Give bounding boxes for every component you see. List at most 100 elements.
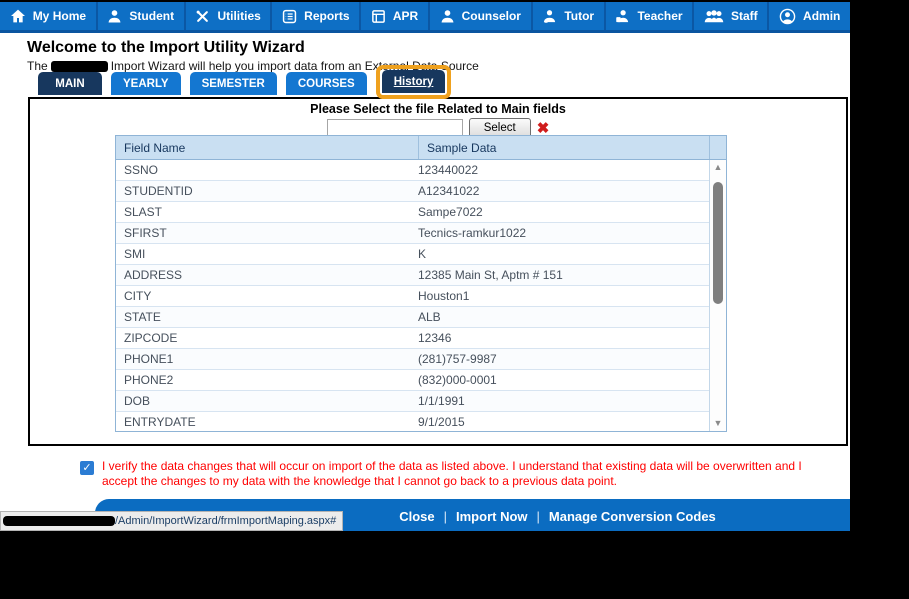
student-icon — [107, 9, 122, 24]
nav-label: Counselor — [461, 9, 521, 23]
field-name-cell: DOB — [124, 394, 151, 408]
field-name-cell: CITY — [124, 289, 152, 303]
table-row: STUDENTID A12341022 — [116, 181, 726, 202]
subtitle-prefix: The — [27, 59, 48, 73]
nav-item-teacher[interactable]: Teacher — [606, 2, 695, 30]
field-name-cell: SLAST — [124, 205, 163, 219]
field-name-cell: ADDRESS — [124, 268, 183, 282]
field-mapping-table: Field Name Sample Data SSNO 123440022 STU… — [115, 135, 727, 432]
scroll-up-icon[interactable]: ▲ — [713, 162, 723, 172]
home-icon — [10, 8, 26, 24]
status-url-text: /Admin/ImportWizard/frmImportMaping.aspx… — [115, 515, 337, 527]
scroll-down-icon[interactable]: ▼ — [713, 418, 723, 428]
scroll-thumb[interactable] — [713, 182, 723, 304]
sample-data-cell: 12346 — [418, 331, 452, 345]
page-title: Welcome to the Import Utility Wizard — [27, 39, 305, 56]
wizard-panel: Please Select the file Related to Main f… — [28, 97, 848, 446]
sample-data-cell: Tecnics-ramkur1022 — [418, 226, 527, 240]
top-navbar: My Home Student Utilities Reports APR — [0, 2, 850, 33]
tab-semester[interactable]: SEMESTER — [189, 72, 277, 95]
tab-courses[interactable]: COURSES — [285, 72, 367, 95]
field-name-cell: SMI — [124, 247, 146, 261]
sample-data-cell: Houston1 — [418, 289, 470, 303]
table-row: SFIRST Tecnics-ramkur1022 — [116, 223, 726, 244]
tab-history[interactable]: History — [381, 70, 446, 93]
column-header-sample-data: Sample Data — [418, 136, 709, 159]
sample-data-cell: 123440022 — [418, 163, 479, 177]
field-name-cell: STUDENTID — [124, 184, 193, 198]
nav-item-admin[interactable]: Admin — [769, 2, 850, 30]
sample-data-cell: A12341022 — [418, 184, 480, 198]
sample-data-cell: 1/1/1991 — [418, 394, 465, 408]
column-header-scroll-spacer — [709, 136, 726, 159]
nav-item-apr[interactable]: APR — [361, 2, 430, 30]
nav-label: Student — [129, 9, 175, 23]
nav-item-staff[interactable]: Staff — [694, 2, 770, 30]
table-scrollbar[interactable]: ▲ ▼ — [709, 160, 726, 431]
sample-data-cell: (832)000-0001 — [418, 373, 497, 387]
nav-label: My Home — [32, 9, 87, 23]
nav-item-student[interactable]: Student — [98, 2, 186, 30]
nav-label: Tutor — [564, 9, 595, 23]
nav-item-tutor[interactable]: Tutor — [533, 2, 606, 30]
table-row: PHONE2 (832)000-0001 — [116, 370, 726, 391]
verify-warning-text: I verify the data changes that will occu… — [102, 459, 802, 488]
import-now-button[interactable]: Import Now — [456, 508, 528, 524]
clear-file-icon[interactable]: ✖ — [536, 119, 550, 137]
nav-item-reports[interactable]: Reports — [272, 2, 362, 30]
sample-data-cell: Sampe7022 — [418, 205, 483, 219]
table-row: ENTRYDATE 9/1/2015 — [116, 412, 726, 431]
nav-item-counselor[interactable]: Counselor — [430, 2, 533, 30]
field-name-cell: PHONE2 — [124, 373, 174, 387]
table-body: SSNO 123440022 STUDENTID A12341022 SLAST Sa… — [116, 159, 726, 431]
table-row: ADDRESS 12385 Main St, Aptm # 151 — [116, 265, 726, 286]
teacher-icon — [615, 9, 630, 24]
field-name-cell: SSNO — [124, 163, 159, 177]
table-row: SMI K — [116, 244, 726, 265]
nav-label: Utilities — [217, 9, 261, 23]
subtitle-suffix: Import Wizard will help you import data … — [110, 59, 479, 73]
table-row: ZIPCODE 12346 — [116, 328, 726, 349]
nav-item-utilities[interactable]: Utilities — [186, 2, 273, 30]
table-row: SSNO 123440022 — [116, 160, 726, 181]
field-name-cell: ENTRYDATE — [124, 415, 196, 429]
nav-label: Staff — [730, 9, 758, 23]
check-icon: ✓ — [82, 462, 92, 474]
tutor-icon — [542, 9, 557, 24]
reports-icon — [282, 9, 297, 24]
staff-group-icon — [704, 9, 724, 24]
field-name-cell: STATE — [124, 310, 161, 324]
table-row: PHONE1 (281)757-9987 — [116, 349, 726, 370]
sample-data-cell: ALB — [418, 310, 441, 324]
table-row: DOB 1/1/1991 — [116, 391, 726, 412]
import-wizard-page: My Home Student Utilities Reports APR — [0, 0, 850, 531]
field-name-cell: ZIPCODE — [124, 331, 178, 345]
apr-book-icon — [371, 9, 386, 24]
tab-main[interactable]: MAIN — [38, 72, 102, 95]
manage-conversion-codes-button[interactable]: Manage Conversion Codes — [548, 508, 716, 524]
page-subtitle: The Import Wizard will help you import da… — [27, 59, 850, 73]
table-header-row: Field Name Sample Data — [116, 136, 726, 159]
nav-item-my-home[interactable]: My Home — [0, 2, 98, 30]
url-redaction-scribble — [3, 516, 115, 526]
table-row: CITY Houston1 — [116, 286, 726, 307]
footer-separator: | — [536, 508, 540, 524]
table-row: SLAST Sampe7022 — [116, 202, 726, 223]
nav-label: Admin — [803, 9, 841, 23]
field-name-cell: SFIRST — [124, 226, 167, 240]
close-button[interactable]: Close — [399, 508, 435, 524]
history-tab-highlight-annotation: History — [375, 65, 452, 99]
nav-label: APR — [392, 9, 419, 23]
field-name-cell: PHONE1 — [124, 352, 174, 366]
tab-yearly[interactable]: YEARLY — [111, 72, 181, 95]
sample-data-cell: (281)757-9987 — [418, 352, 497, 366]
wizard-tab-strip: MAIN YEARLY SEMESTER COURSES History — [38, 65, 452, 99]
nav-label: Reports — [304, 9, 350, 23]
sample-data-cell: K — [418, 247, 427, 261]
file-select-prompt: Please Select the file Related to Main f… — [310, 102, 566, 116]
file-path-input[interactable] — [326, 119, 463, 137]
status-url-bar: /Admin/ImportWizard/frmImportMaping.aspx… — [0, 511, 344, 531]
redaction-blob — [50, 61, 108, 73]
counselor-icon — [440, 9, 455, 24]
verify-checkbox[interactable]: ✓ — [80, 461, 94, 475]
